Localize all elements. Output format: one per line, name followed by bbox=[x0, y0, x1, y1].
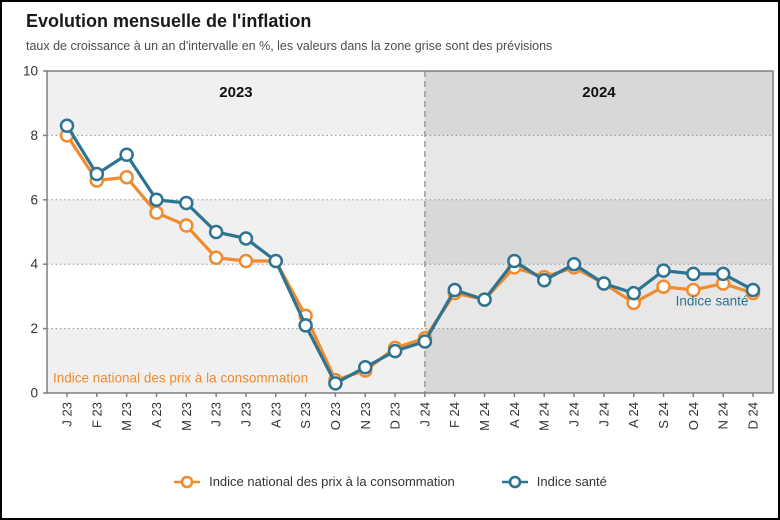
data-point bbox=[149, 192, 164, 208]
y-tick-label: 8 bbox=[30, 128, 38, 143]
x-tick-label: A 24 bbox=[507, 402, 522, 428]
page-title: Evolution mensuelle de l'inflation bbox=[26, 11, 312, 31]
legend-item-health-index: Indice santé bbox=[501, 474, 607, 489]
data-point bbox=[566, 256, 582, 272]
cpi-legend-marker-icon bbox=[174, 475, 201, 488]
data-point bbox=[208, 250, 224, 266]
x-tick-label: D 23 bbox=[388, 402, 403, 429]
inflation-line-chart: 2023 2024 0 2 4 6 8 10 J 23 F 23 M 23 A 23 M 23 J 23 J… bbox=[23, 64, 774, 431]
data-point bbox=[119, 170, 134, 185]
x-tick-label: S 24 bbox=[656, 402, 671, 429]
y-tick-label: 0 bbox=[30, 386, 38, 401]
data-point bbox=[536, 273, 552, 288]
zone-band bbox=[424, 135, 773, 200]
legend-item-cpi: Indice national des prix à la consommati… bbox=[173, 474, 455, 489]
legend-label-cpi: Indice national des prix à la consommati… bbox=[209, 474, 455, 489]
y-tick-label: 10 bbox=[23, 64, 38, 79]
data-point bbox=[686, 282, 701, 298]
data-point bbox=[179, 195, 194, 211]
x-tick-label: F 23 bbox=[89, 402, 104, 428]
x-tick-label: N 23 bbox=[358, 402, 373, 429]
series-annotation: Indice santé bbox=[676, 293, 749, 308]
x-tick-label: J 24 bbox=[596, 402, 611, 427]
data-point bbox=[745, 282, 761, 298]
x-tick-label: M 23 bbox=[179, 402, 194, 431]
x-tick-label: S 23 bbox=[298, 402, 313, 429]
data-point bbox=[89, 166, 105, 182]
x-tick-label: M 23 bbox=[119, 402, 134, 431]
x-tick-label: J 23 bbox=[60, 402, 75, 427]
data-point bbox=[656, 279, 671, 294]
x-tick-label: M 24 bbox=[537, 402, 552, 431]
zone-band bbox=[47, 71, 425, 136]
series-annotation: Indice national des prix à la consommati… bbox=[53, 371, 308, 386]
data-point bbox=[596, 276, 612, 291]
data-point bbox=[328, 376, 343, 391]
chart-subtitle: taux de croissance à un an d'intervalle … bbox=[26, 39, 553, 53]
legend-label-health-index: Indice santé bbox=[536, 474, 607, 489]
x-tick-label: O 24 bbox=[686, 402, 701, 430]
data-point bbox=[447, 282, 462, 298]
x-tick-label: O 23 bbox=[328, 402, 343, 430]
x-tick-label: A 23 bbox=[149, 402, 164, 428]
plot-frame bbox=[46, 70, 774, 394]
zone-band bbox=[47, 135, 425, 200]
data-point bbox=[149, 205, 164, 220]
data-point bbox=[686, 266, 701, 282]
x-tick-label: J 24 bbox=[417, 402, 432, 427]
x-tick-label: A 23 bbox=[268, 402, 283, 428]
y-tick-label: 4 bbox=[30, 257, 38, 272]
data-point bbox=[59, 118, 75, 133]
zone-band bbox=[47, 199, 425, 265]
zone-band bbox=[424, 199, 773, 265]
data-point bbox=[119, 147, 134, 162]
data-point bbox=[507, 253, 522, 269]
x-tick-label: J 23 bbox=[238, 402, 253, 427]
zone-label-2023: 2023 bbox=[219, 84, 252, 101]
zone-band bbox=[47, 264, 425, 329]
data-point bbox=[298, 318, 313, 333]
data-point bbox=[208, 224, 224, 240]
x-tick-label: M 24 bbox=[477, 402, 492, 431]
zone-label-2024: 2024 bbox=[582, 84, 616, 101]
data-point bbox=[268, 253, 284, 269]
data-point bbox=[477, 292, 492, 307]
x-tick-label: A 24 bbox=[626, 402, 641, 428]
data-point bbox=[656, 263, 671, 278]
data-point bbox=[238, 253, 254, 269]
x-tick-label: J 24 bbox=[567, 402, 582, 427]
data-point bbox=[387, 343, 403, 359]
health-index-legend-marker-icon bbox=[501, 475, 528, 488]
x-tick-label: N 24 bbox=[716, 402, 731, 429]
data-point bbox=[358, 359, 373, 375]
data-point bbox=[715, 266, 731, 282]
x-tick-label: D 24 bbox=[746, 402, 761, 429]
x-tick-label: F 24 bbox=[447, 402, 462, 428]
x-tick-label: J 23 bbox=[209, 402, 224, 427]
chart-legend: Indice national des prix à la consommati… bbox=[2, 474, 778, 489]
data-point bbox=[417, 334, 433, 349]
data-point bbox=[179, 218, 194, 233]
zone-band bbox=[424, 71, 773, 136]
y-tick-label: 6 bbox=[30, 192, 38, 207]
zone-band bbox=[47, 328, 425, 393]
y-tick-label: 2 bbox=[30, 321, 38, 336]
data-point bbox=[626, 285, 641, 301]
data-point bbox=[238, 231, 254, 246]
zone-band bbox=[424, 328, 773, 393]
